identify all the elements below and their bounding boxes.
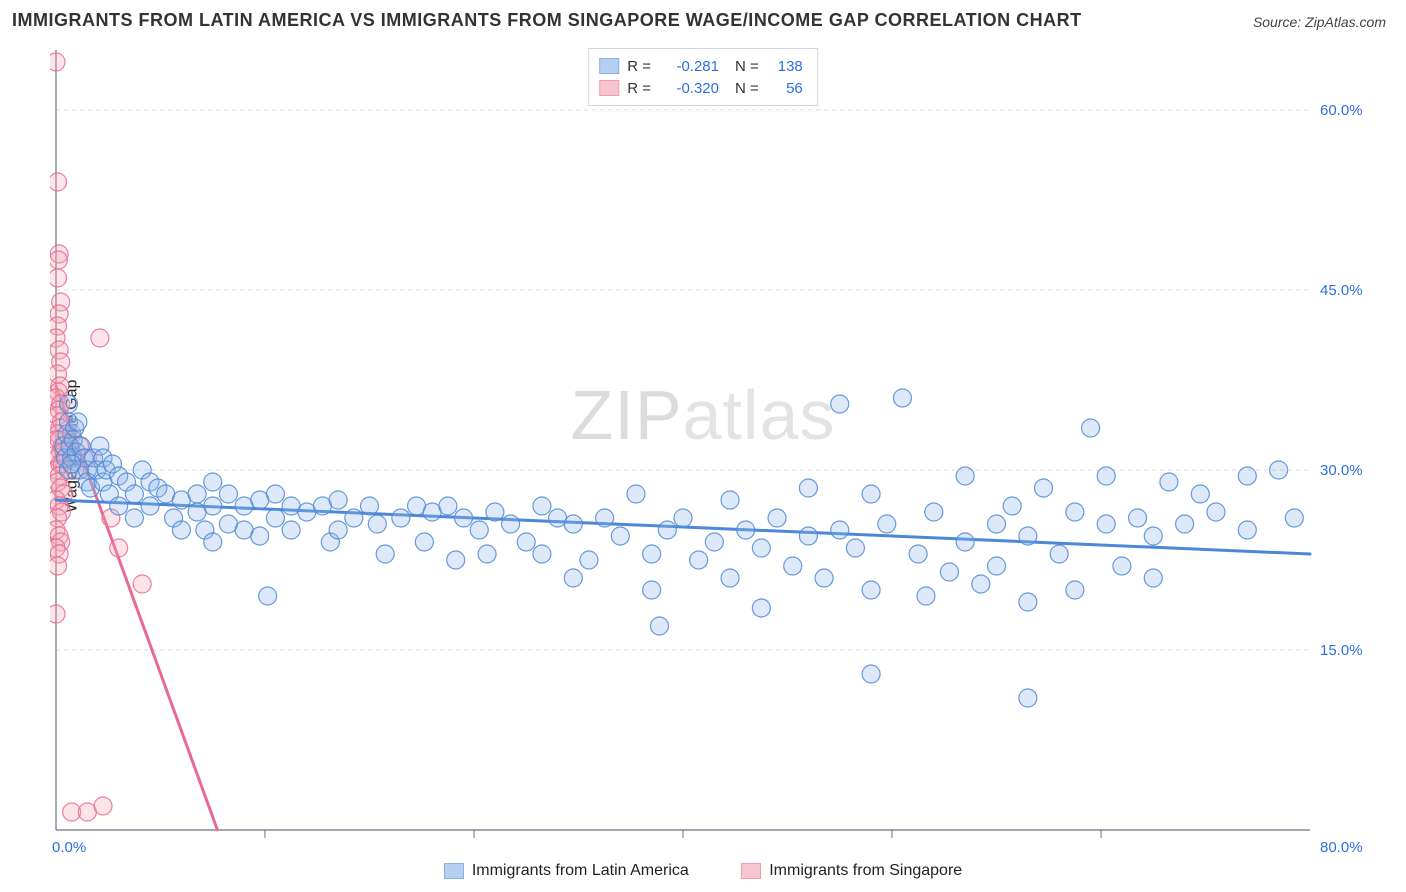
stats-legend: R = -0.281 N = 138 R = -0.320 N = 56 [588,48,818,106]
svg-text:80.0%: 80.0% [1320,839,1363,856]
r-value-latin-america: -0.281 [659,58,719,75]
source-prefix: Source: [1253,14,1305,30]
r-label: R = [627,80,651,97]
n-label: N = [735,58,759,75]
swatch-latin-america [599,58,619,74]
legend-label-singapore: Immigrants from Singapore [769,862,962,880]
n-label: N = [735,80,759,97]
legend-label-latin-america: Immigrants from Latin America [472,862,689,880]
r-value-singapore: -0.320 [659,80,719,97]
source-citation: Source: ZipAtlas.com [1253,14,1386,30]
swatch-singapore [599,80,619,96]
stats-row-latin-america: R = -0.281 N = 138 [599,55,803,77]
series-legend: Immigrants from Latin America Immigrants… [0,862,1406,884]
stats-row-singapore: R = -0.320 N = 56 [599,77,803,99]
swatch-singapore [741,863,761,879]
correlation-chart: IMMIGRANTS FROM LATIN AMERICA VS IMMIGRA… [0,0,1406,892]
r-label: R = [627,58,651,75]
swatch-latin-america [444,863,464,879]
source-name: ZipAtlas.com [1305,14,1386,30]
svg-text:60.0%: 60.0% [1320,102,1363,119]
svg-text:45.0%: 45.0% [1320,282,1363,299]
plot-area: 15.0% 30.0% 45.0% 60.0% 0.0% 80.0% [50,40,1380,860]
legend-item-latin-america: Immigrants from Latin America [444,862,689,880]
chart-title: IMMIGRANTS FROM LATIN AMERICA VS IMMIGRA… [12,10,1082,31]
n-value-latin-america: 138 [767,58,803,75]
svg-text:0.0%: 0.0% [52,839,86,856]
n-value-singapore: 56 [767,80,803,97]
legend-item-singapore: Immigrants from Singapore [741,862,962,880]
svg-text:30.0%: 30.0% [1320,462,1363,479]
svg-text:15.0%: 15.0% [1320,642,1363,659]
